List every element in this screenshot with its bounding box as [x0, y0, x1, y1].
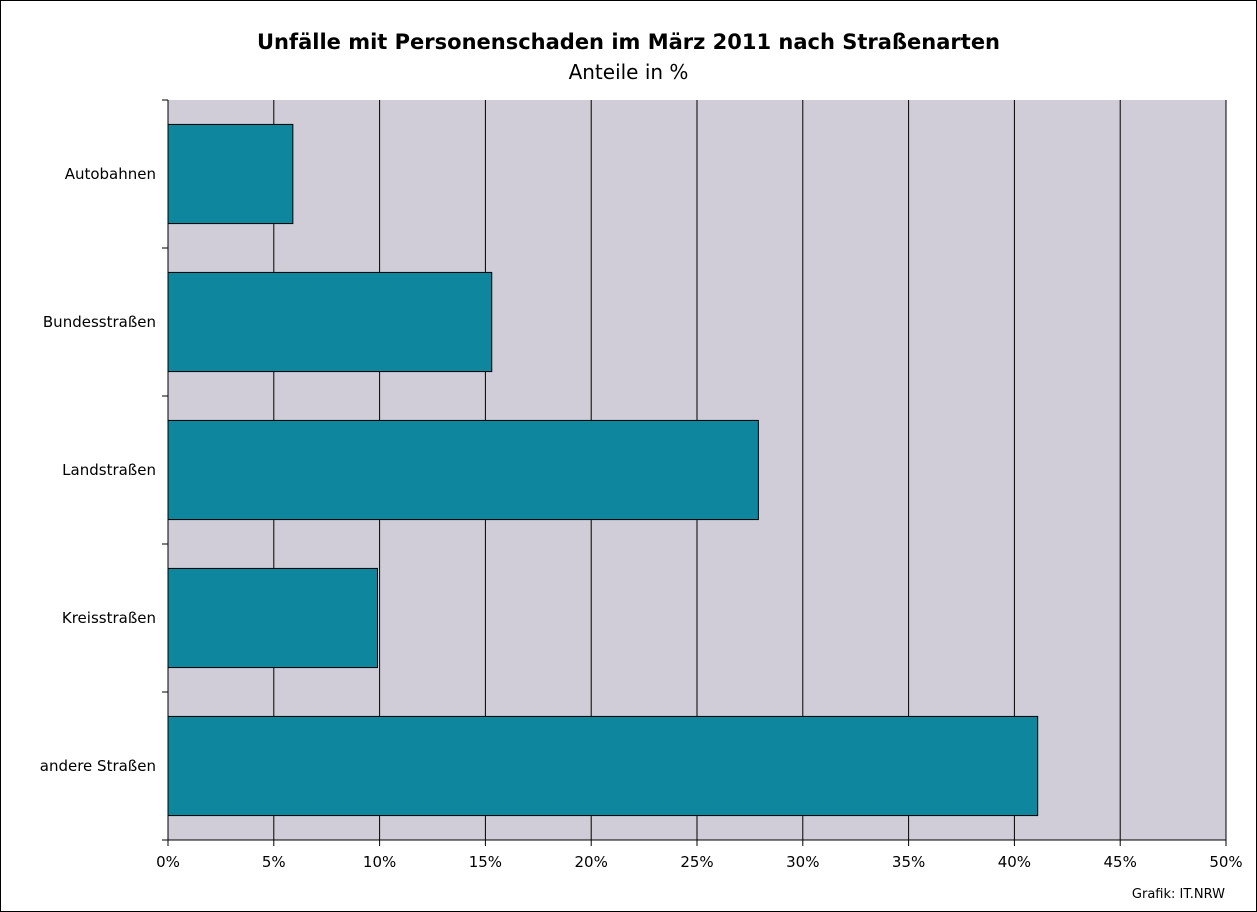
x-tick-label: 30%: [786, 853, 819, 871]
x-tick-label: 0%: [156, 853, 180, 871]
category-labels: Autobahnen Bundesstraßen Landstraßen Kreiss…: [40, 165, 156, 775]
x-tick-label: 20%: [575, 853, 608, 871]
x-tick-label: 40%: [998, 853, 1031, 871]
bar: [167, 419, 759, 521]
chart-subtitle: Anteile in %: [568, 60, 689, 84]
x-tick-label: 35%: [892, 853, 925, 871]
x-tick-labels: 0% 5% 10% 15% 20% 25% 30% 35% 40% 45% 50%: [156, 853, 1243, 871]
bar: [167, 123, 294, 225]
x-tick-label: 50%: [1209, 853, 1242, 871]
category-label: Kreisstraßen: [62, 609, 156, 627]
x-tick-label: 15%: [469, 853, 502, 871]
axes: [167, 100, 1226, 841]
bar: [167, 715, 1039, 817]
bar: [167, 271, 493, 373]
x-tick-label: 25%: [680, 853, 713, 871]
bar: [167, 567, 378, 669]
bars: [167, 123, 1039, 817]
chart-title: Unfälle mit Personenschaden im März 2011…: [256, 30, 1001, 54]
x-tick-label: 10%: [363, 853, 396, 871]
category-label: Autobahnen: [65, 165, 156, 183]
category-label: Bundesstraßen: [43, 313, 156, 331]
x-tick-label: 45%: [1104, 853, 1137, 871]
category-label: andere Straßen: [40, 757, 156, 775]
x-tick-label: 5%: [262, 853, 286, 871]
source-credit: Grafik: IT.NRW: [1131, 887, 1225, 902]
category-label: Landstraßen: [62, 461, 156, 479]
